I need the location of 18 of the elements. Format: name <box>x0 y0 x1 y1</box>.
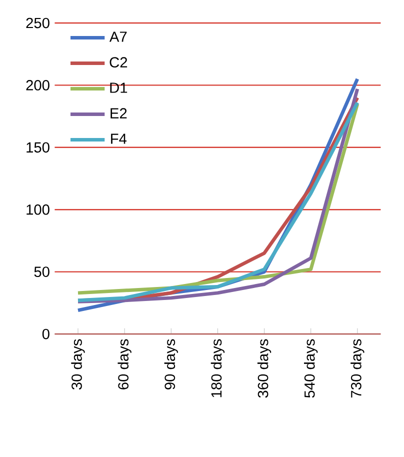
legend-label: A7 <box>109 32 127 42</box>
y-tick-label: 250 <box>26 18 50 28</box>
y-tick-label: 200 <box>26 80 50 90</box>
x-tick-label: 540 days <box>304 339 318 398</box>
y-tick-label: 150 <box>26 142 50 153</box>
legend-label: F4 <box>111 134 127 144</box>
x-tick-label: 730 days <box>350 339 364 398</box>
x-tick-label: 360 days <box>257 339 272 398</box>
legend-label: D1 <box>110 82 128 93</box>
y-tick-label: 50 <box>34 266 50 277</box>
y-tick-label: 0 <box>42 328 50 340</box>
y-tick-label: 100 <box>26 204 50 215</box>
x-tick-label: 180 days <box>210 339 225 398</box>
legend-label: C2 <box>110 57 128 68</box>
x-tick-label: 60 days <box>118 339 132 390</box>
legend-label: E2 <box>110 108 127 118</box>
x-tick-label: 30 days <box>71 339 85 390</box>
x-tick-label: 90 days <box>164 339 178 390</box>
